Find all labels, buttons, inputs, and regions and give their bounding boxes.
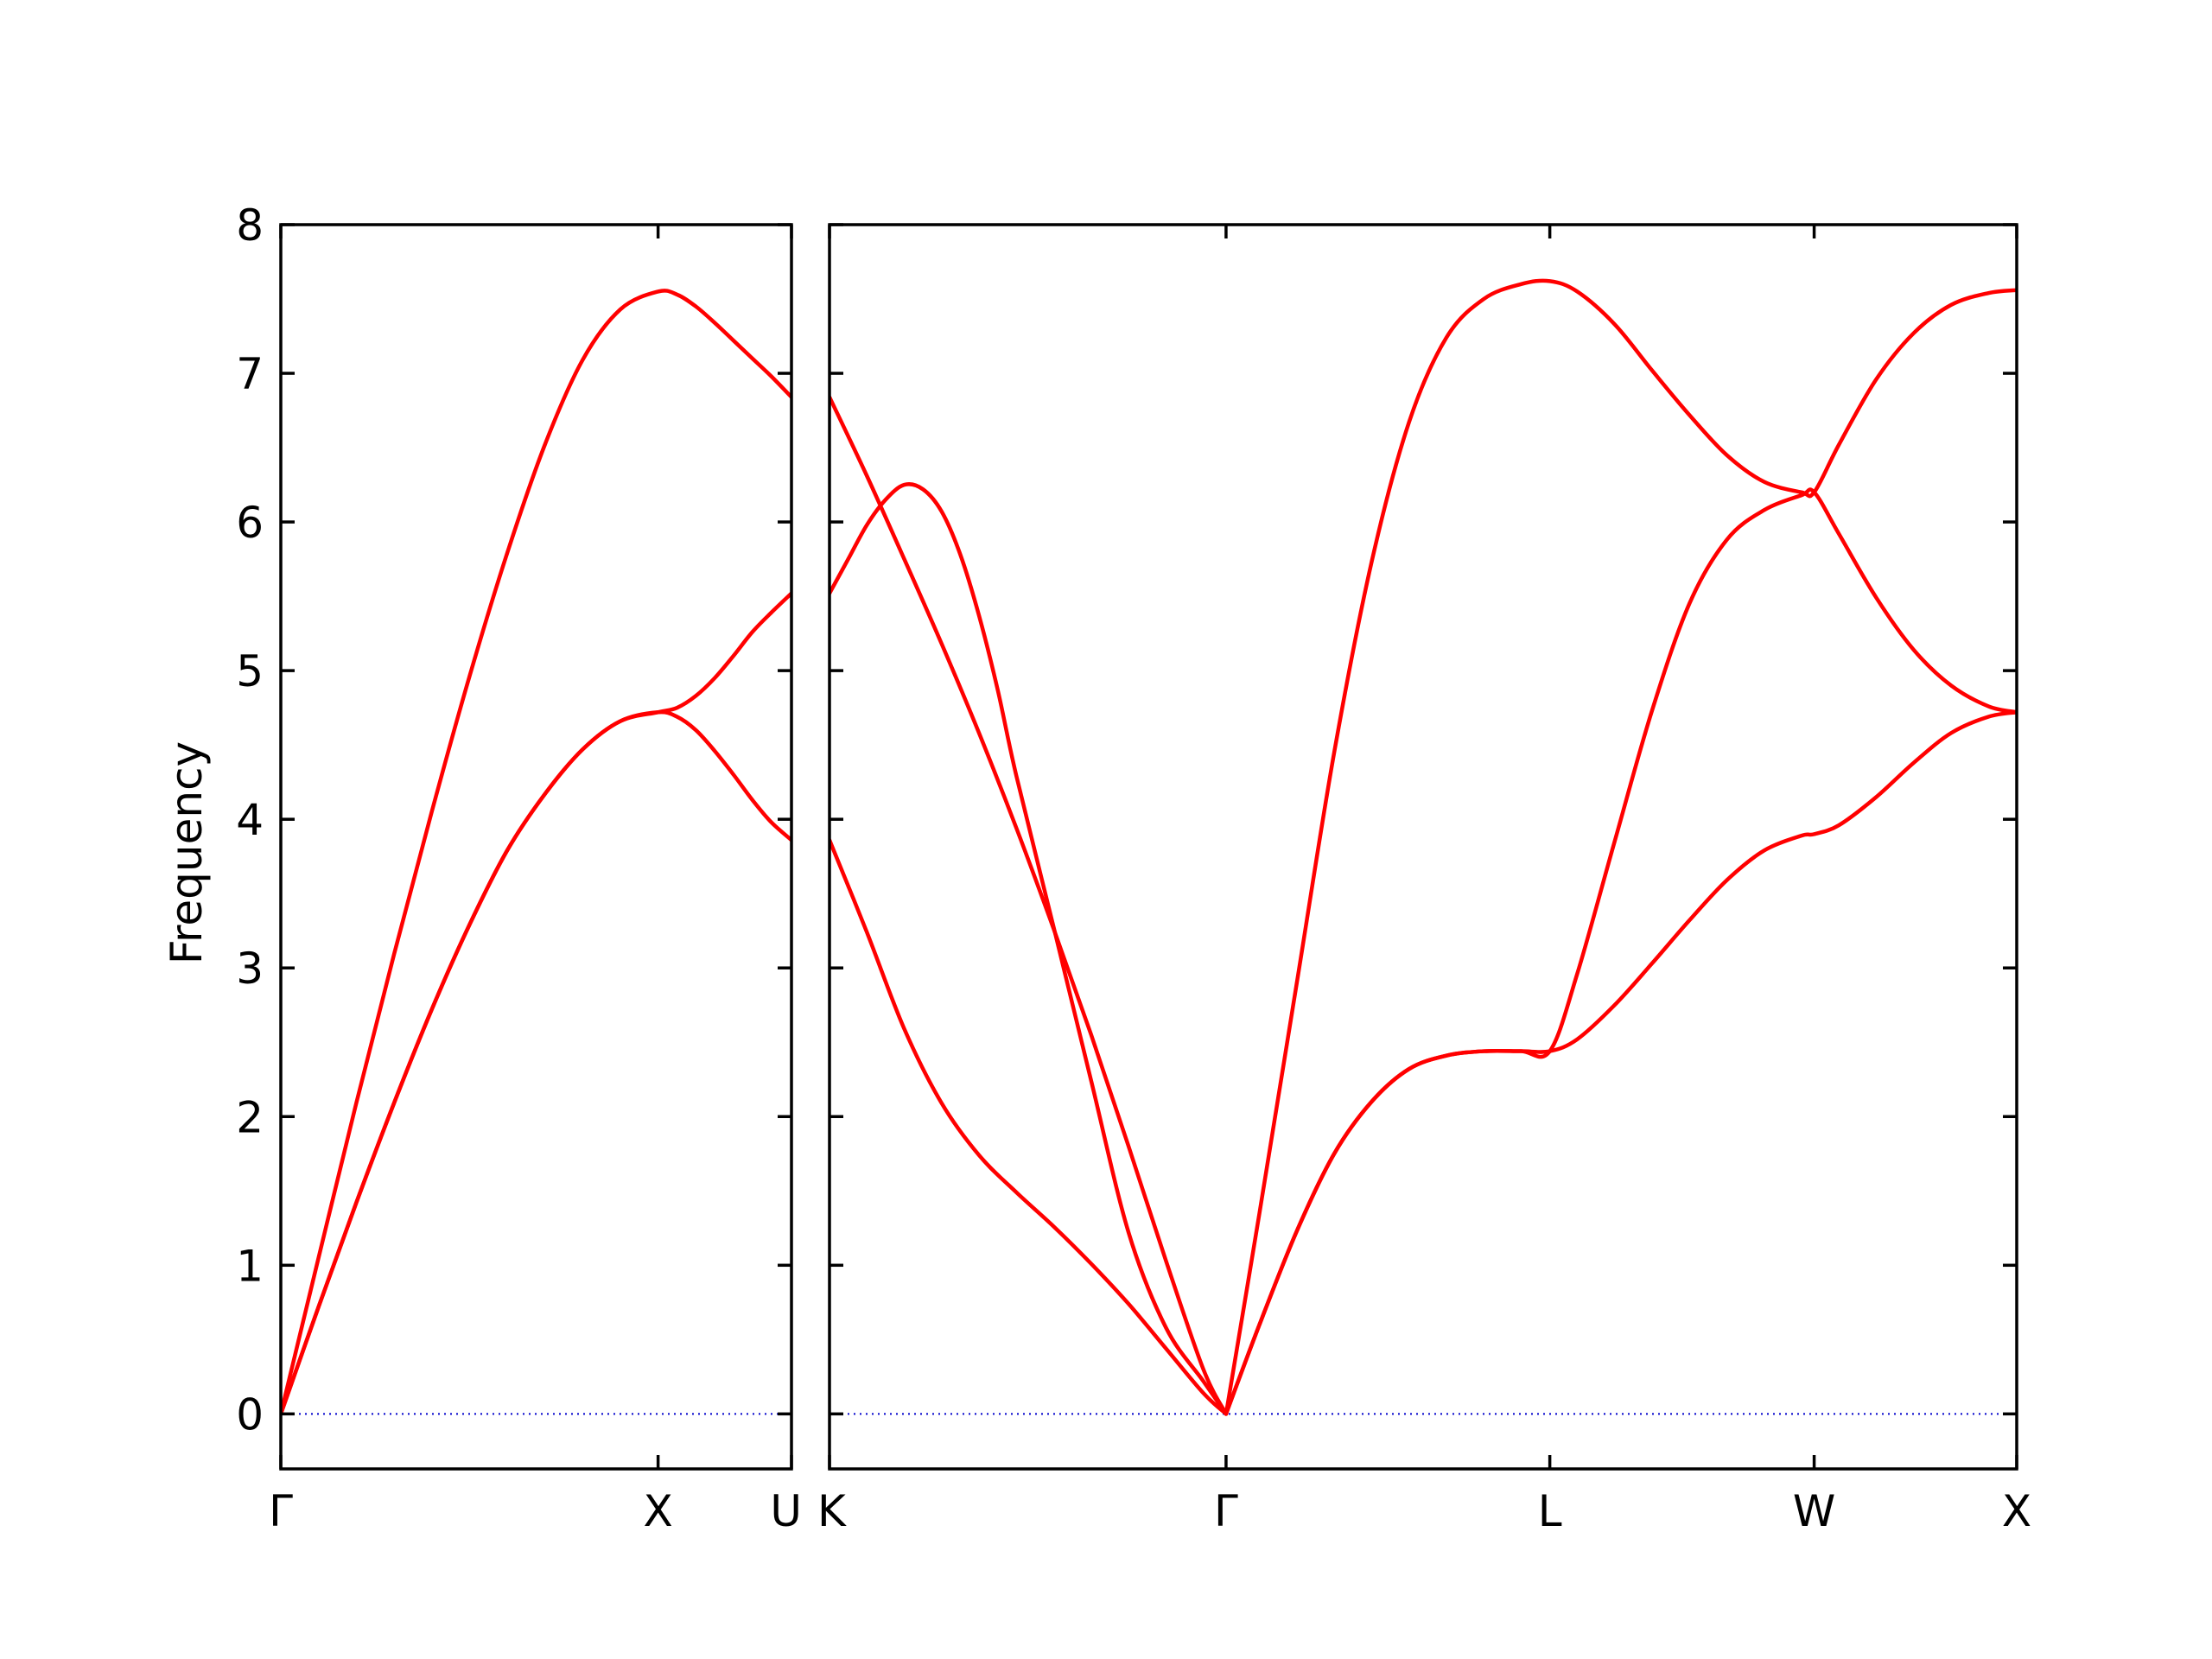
x-tick-label: L	[1538, 1486, 1562, 1536]
band-line	[1224, 278, 2017, 1416]
x-tick-label: U	[770, 1486, 802, 1536]
y-tick-label: 6	[236, 498, 264, 548]
plot-frame	[828, 223, 2018, 1471]
y-tick-label: 1	[236, 1241, 264, 1291]
plot-frame	[279, 223, 793, 1471]
y-tick-label: 0	[236, 1389, 264, 1440]
panels: 0 1 2 3 4 5 6 7 8 Γ X U K Γ L W X	[236, 200, 2031, 1536]
y-axis-label: Frequency	[162, 741, 212, 964]
band-line	[1224, 487, 2017, 1416]
x-tick-label: Γ	[269, 1486, 293, 1536]
band-line	[830, 395, 1229, 1416]
band-line	[1224, 710, 2017, 1416]
band-line	[830, 838, 1229, 1416]
y-tick-label: 8	[236, 200, 264, 251]
band-line	[281, 591, 791, 1416]
x-tick-label: Γ	[1214, 1486, 1238, 1536]
x-tick-label: K	[817, 1486, 847, 1536]
x-tick-label: W	[1793, 1486, 1835, 1536]
band-line	[830, 482, 1229, 1416]
y-tick-label: 5	[236, 646, 264, 696]
band-lines	[830, 278, 2017, 1416]
panel-gamma-x-u: 0 1 2 3 4 5 6 7 8 Γ X U	[236, 200, 802, 1536]
y-tick-label: 2	[236, 1092, 264, 1142]
y-tick-label: 7	[236, 349, 264, 399]
y-tick-label: 4	[236, 795, 264, 845]
y-tick-label: 3	[236, 944, 264, 994]
x-tick-label: X	[643, 1486, 672, 1536]
band-line	[281, 709, 791, 1416]
band-lines	[281, 289, 791, 1416]
band-line	[281, 289, 791, 1416]
x-tick-label: X	[2002, 1486, 2031, 1536]
